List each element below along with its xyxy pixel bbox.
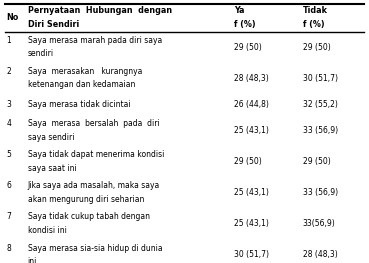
- Text: kondisi ini: kondisi ini: [28, 226, 66, 235]
- Text: saya saat ini: saya saat ini: [28, 164, 76, 173]
- Text: Pernyataan  Hubungan  dengan: Pernyataan Hubungan dengan: [28, 6, 172, 15]
- Text: ketenangan dan kedamaian: ketenangan dan kedamaian: [28, 80, 135, 89]
- Text: 25 (43,1): 25 (43,1): [234, 188, 269, 197]
- Text: Saya  merasa  bersalah  pada  diri: Saya merasa bersalah pada diri: [28, 119, 159, 128]
- Text: 30 (51,7): 30 (51,7): [234, 250, 269, 259]
- Text: No: No: [7, 13, 19, 22]
- Text: 26 (44,8): 26 (44,8): [234, 100, 269, 109]
- Text: 28 (48,3): 28 (48,3): [303, 250, 337, 259]
- Text: ini: ini: [28, 257, 37, 263]
- Text: Tidak: Tidak: [303, 6, 328, 15]
- Text: f (%): f (%): [234, 20, 256, 29]
- Text: 29 (50): 29 (50): [303, 157, 330, 166]
- Text: 4: 4: [7, 119, 11, 128]
- Text: Saya merasa marah pada diri saya: Saya merasa marah pada diri saya: [28, 36, 162, 45]
- Text: saya sendiri: saya sendiri: [28, 133, 74, 142]
- Text: 1: 1: [7, 36, 11, 45]
- Text: 25 (43,1): 25 (43,1): [234, 219, 269, 228]
- Text: 5: 5: [7, 150, 11, 159]
- Text: Saya merasa tidak dicintai: Saya merasa tidak dicintai: [28, 100, 130, 109]
- Text: 29 (50): 29 (50): [234, 157, 262, 166]
- Text: 33 (56,9): 33 (56,9): [303, 188, 338, 197]
- Text: 29 (50): 29 (50): [303, 43, 330, 52]
- Text: 7: 7: [7, 213, 11, 221]
- Text: 30 (51,7): 30 (51,7): [303, 74, 338, 83]
- Text: 8: 8: [7, 244, 11, 252]
- Text: 3: 3: [7, 100, 11, 109]
- Text: f (%): f (%): [303, 20, 324, 29]
- Text: 33 (56,9): 33 (56,9): [303, 126, 338, 135]
- Text: Saya tidak cukup tabah dengan: Saya tidak cukup tabah dengan: [28, 213, 150, 221]
- Text: akan mengurung diri seharian: akan mengurung diri seharian: [28, 195, 144, 204]
- Text: Jika saya ada masalah, maka saya: Jika saya ada masalah, maka saya: [28, 181, 160, 190]
- Text: Ya: Ya: [234, 6, 245, 15]
- Text: sendiri: sendiri: [28, 49, 54, 58]
- Text: Diri Sendiri: Diri Sendiri: [28, 20, 79, 29]
- Text: 28 (48,3): 28 (48,3): [234, 74, 269, 83]
- Text: Saya tidak dapat menerima kondisi: Saya tidak dapat menerima kondisi: [28, 150, 164, 159]
- Text: Saya merasa sia-sia hidup di dunia: Saya merasa sia-sia hidup di dunia: [28, 244, 162, 252]
- Text: 6: 6: [7, 181, 11, 190]
- Text: 2: 2: [7, 67, 11, 76]
- Text: 25 (43,1): 25 (43,1): [234, 126, 269, 135]
- Text: 32 (55,2): 32 (55,2): [303, 100, 338, 109]
- Text: 33(56,9): 33(56,9): [303, 219, 335, 228]
- Text: Saya  merasakan   kurangnya: Saya merasakan kurangnya: [28, 67, 142, 76]
- Text: 29 (50): 29 (50): [234, 43, 262, 52]
